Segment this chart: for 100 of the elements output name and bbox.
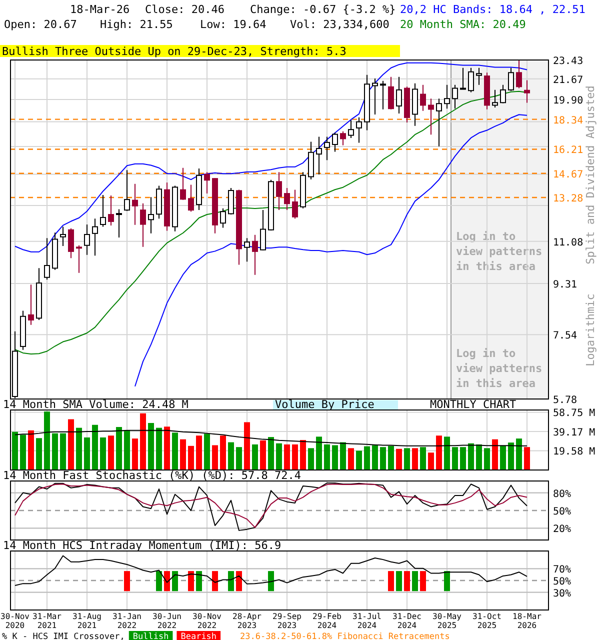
candlestick [436,98,442,147]
candlestick [60,226,66,247]
x-tick-label: 31-Aug 2021 [72,612,102,630]
y-tick-label: 39.17 M [553,427,596,438]
bar [156,428,162,470]
bar [236,447,242,470]
text: Close: 20.46 [145,3,224,16]
text: 20,2 HC Bands: 18.64 , 22.51 [400,3,586,16]
bar [36,438,42,470]
annotation: Volume By Price [275,398,374,411]
x-tick-label: 31-Jul 2024 [352,612,382,630]
bar [364,446,370,470]
bar [52,433,58,470]
bar [340,442,346,470]
bar [452,447,458,470]
bar [372,445,378,470]
bar [76,428,82,470]
ref-line-label: 18.34 [553,115,584,126]
candlestick [108,195,114,226]
y-tick-label: 7.54 [553,330,578,342]
bar [460,447,466,470]
candlestick [420,84,426,112]
text: 18-Mar-26 [70,3,130,16]
text: 23.6-38.2-50-61.8% Fibonacci Retracements [240,632,450,640]
bar [476,444,482,470]
bar [188,446,194,470]
candlestick [428,98,434,136]
text: Change: -0.67 {-3.2 %} [250,3,396,16]
text: Bullish Three Outside Up on 29-Dec-23, Strength: 5.3 [2,45,346,58]
bar [12,432,18,470]
candlestick [396,76,402,114]
bar [260,440,266,470]
bar [348,448,354,470]
y-tick-label: 21.67 [553,74,584,86]
bar [92,424,98,470]
bar [228,442,234,470]
candlestick [116,208,122,238]
candlestick [444,84,450,110]
y-tick-label: 50% [553,506,572,518]
y-axis-title: Split and Dividend Adjusted [584,86,597,264]
bar [140,413,146,470]
y-tick-label: 20% [553,524,572,536]
candlestick [284,188,290,211]
y-tick-label: 5.78 [553,395,578,406]
candlestick [124,170,130,212]
candlestick [92,218,98,256]
bar [388,446,394,470]
bar [172,432,178,470]
candlestick [476,67,482,86]
annotation: MONTHLY CHART [430,398,516,411]
candlestick [468,67,474,93]
candlestick [44,238,50,280]
candlestick [324,136,330,161]
candlestick [180,167,186,200]
candlestick [500,84,506,104]
bar [196,436,202,470]
candlestick [68,228,74,259]
x-tick-label: 30-Nov 2020 [0,612,30,630]
candlestick [276,172,282,211]
y-tick-label: 30% [553,588,572,600]
bar [28,430,34,470]
chart-title: 14 Month HCS Intraday Momentum (IMI): 56.9 [3,539,282,552]
bar [324,444,330,470]
bar [164,426,170,470]
text: Vol: 23,334,600 [290,18,390,31]
candlestick [372,78,378,115]
bar [244,422,250,470]
x-tick-label: 29-Sep 2023 [272,612,302,630]
text: Open: 20.67 [4,18,77,31]
bar [252,444,258,470]
bar [276,443,282,470]
y-tick-label: 80% [553,488,572,500]
ref-line-label: 16.21 [553,145,584,156]
candlestick [228,188,234,216]
candlestick [452,84,458,110]
candlestick [460,67,466,90]
candlestick [380,80,386,110]
candlestick [388,76,394,110]
annotation: Log in to view patterns in this area [456,347,542,390]
ref-line-label: 14.67 [553,169,584,180]
candlestick [188,184,194,212]
bar [380,447,386,470]
candlestick [204,172,210,194]
candlestick [84,224,90,256]
candlestick [100,194,106,228]
bar [180,439,186,470]
bar [20,434,26,470]
candlestick [140,202,146,248]
bar [212,445,218,470]
y-tick-label: 19.90 [553,96,584,107]
bar [284,444,290,470]
bar [508,442,514,470]
chart-title: 14 Month SMA Volume: 24.48 M [3,398,189,411]
bar [412,448,418,470]
bar [444,436,450,470]
y-tick-label: 19.58 M [553,446,596,458]
bar [436,436,442,470]
bar [492,439,498,470]
bar [84,437,90,470]
bar [516,438,522,470]
